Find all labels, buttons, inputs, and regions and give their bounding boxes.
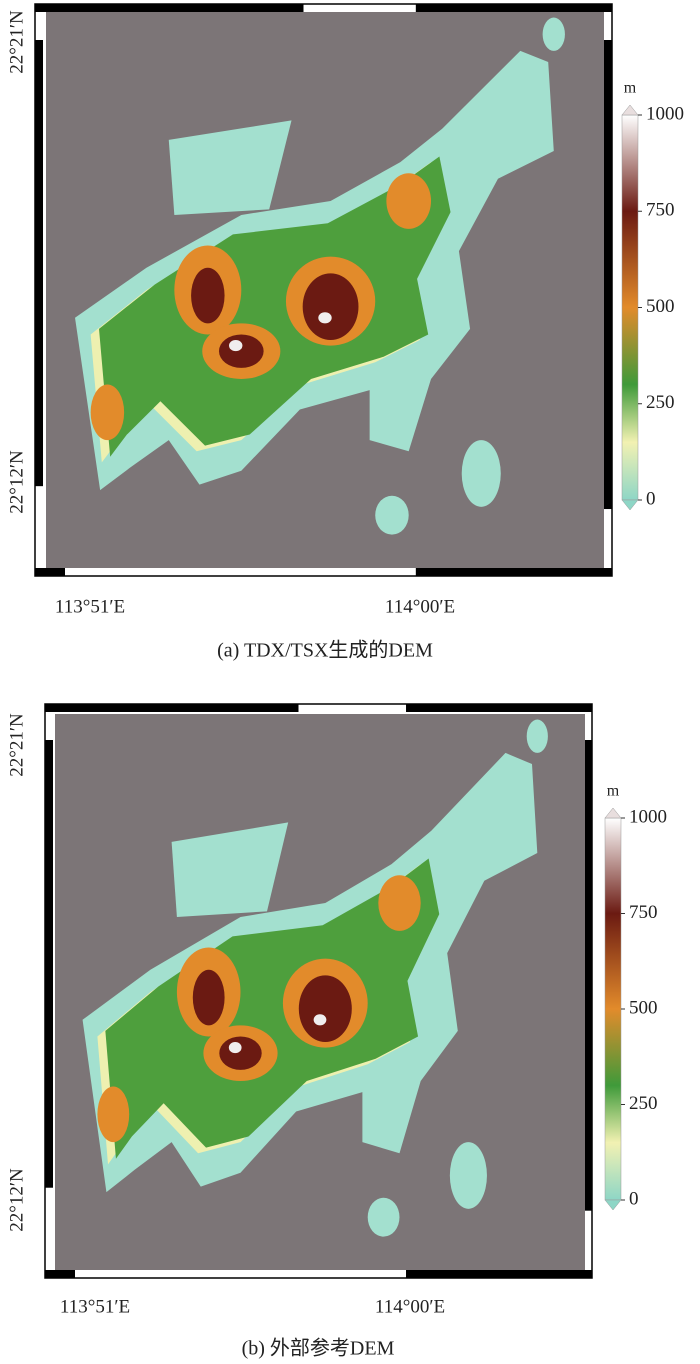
colorbar-tick-label: 250 bbox=[629, 1093, 658, 1114]
colorbar-cap bbox=[604, 1199, 622, 1211]
frame-segment bbox=[45, 740, 53, 1188]
terrain-high bbox=[90, 384, 125, 441]
terrain-high bbox=[228, 1042, 242, 1054]
colorbar-tick-label: 1000 bbox=[646, 103, 684, 124]
terrain-high bbox=[313, 1014, 327, 1026]
hills bbox=[105, 858, 440, 1159]
frame-segment bbox=[415, 4, 612, 12]
colorbar-unit: m bbox=[624, 80, 637, 97]
colorbar-tick-label: 750 bbox=[629, 902, 658, 923]
caption: (b) 外部参考DEM bbox=[242, 1337, 395, 1360]
latitude-label: 22°12′N bbox=[6, 1168, 27, 1232]
terrain-high bbox=[302, 273, 359, 341]
island bbox=[375, 495, 409, 535]
frame-segment bbox=[406, 1270, 592, 1278]
longitude-label: 113°51′E bbox=[60, 1296, 130, 1317]
frame-segment bbox=[35, 4, 304, 12]
colorbar-tick-label: 0 bbox=[629, 1188, 639, 1209]
frame-segment bbox=[35, 568, 65, 576]
colorbar-cap bbox=[621, 104, 639, 116]
island bbox=[367, 1197, 400, 1237]
colorbar-tick-label: 750 bbox=[646, 200, 675, 221]
latitude-label: 22°21′N bbox=[6, 713, 27, 777]
colorbar-tick-label: 1000 bbox=[629, 806, 667, 827]
frame-segment bbox=[406, 704, 592, 712]
frame-segment bbox=[604, 40, 612, 510]
frame-segment bbox=[415, 568, 612, 576]
colorbar bbox=[604, 817, 622, 1201]
longitude-label: 113°51′E bbox=[55, 596, 125, 617]
island bbox=[526, 719, 548, 753]
latitude-label: 22°12′N bbox=[6, 450, 27, 514]
terrain-high bbox=[298, 975, 352, 1043]
colorbar-tick-label: 500 bbox=[629, 997, 658, 1018]
terrain-high bbox=[229, 340, 243, 352]
terrain-high bbox=[318, 312, 332, 324]
colorbar-cap bbox=[621, 499, 639, 511]
frame-segment bbox=[35, 40, 43, 487]
terrain-high bbox=[378, 875, 421, 931]
island bbox=[449, 1142, 487, 1209]
longitude-label: 114°00′E bbox=[375, 1296, 445, 1317]
colorbar-tick-label: 500 bbox=[646, 296, 675, 317]
longitude-label: 114°00′E bbox=[385, 596, 455, 617]
island bbox=[542, 17, 565, 51]
terrain-high bbox=[219, 1036, 262, 1070]
airport bbox=[171, 822, 289, 917]
colorbar-cap bbox=[604, 807, 622, 819]
colorbar-tick-label: 0 bbox=[646, 488, 656, 509]
frame-segment bbox=[45, 704, 299, 712]
colorbar bbox=[621, 114, 639, 501]
terrain-high bbox=[218, 334, 264, 368]
island bbox=[461, 440, 501, 507]
terrain-high bbox=[192, 969, 225, 1026]
frame-segment bbox=[584, 740, 592, 1211]
frame-segment bbox=[45, 1270, 75, 1278]
caption: (a) TDX/TSX生成的DEM bbox=[217, 639, 433, 662]
latitude-label: 22°21′N bbox=[6, 10, 27, 74]
colorbar-unit: m bbox=[607, 783, 620, 800]
airport bbox=[168, 120, 292, 215]
hills bbox=[99, 156, 451, 457]
terrain-high bbox=[386, 173, 432, 229]
colorbar-tick-label: 250 bbox=[646, 392, 675, 413]
terrain-high bbox=[97, 1086, 130, 1143]
terrain-high bbox=[191, 267, 225, 324]
